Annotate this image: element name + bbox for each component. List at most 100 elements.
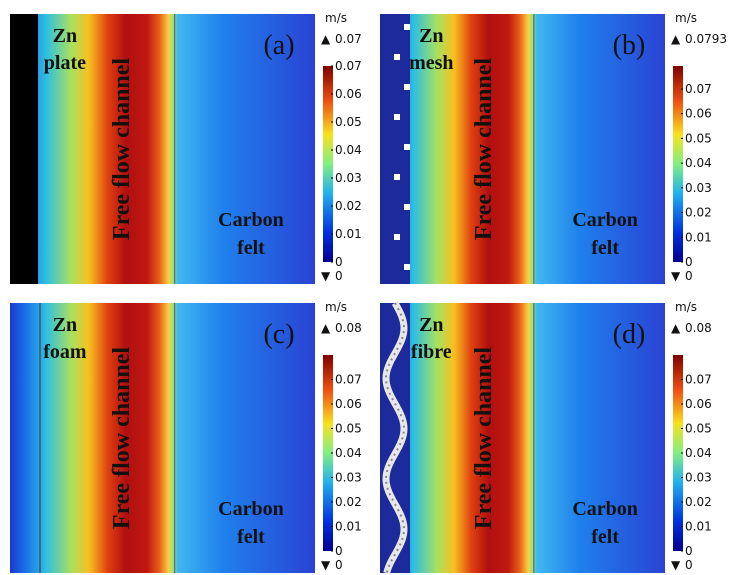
max-marker: ▲ (671, 321, 681, 335)
colorbar-tick-label: 0.01 (685, 520, 712, 534)
colorbar-tick-label: 0.07 (335, 59, 362, 73)
channel-label: Free flow channel (471, 347, 497, 530)
mesh-wire (404, 204, 410, 210)
colorbar-tick-label: 0.06 (685, 107, 712, 121)
colorbar (323, 355, 333, 551)
electrode-label: felt (591, 237, 619, 259)
electrode-label: felt (237, 237, 265, 259)
max-marker: ▲ (321, 32, 331, 46)
colorbar (323, 66, 333, 262)
colorbar-tick-label: 0.06 (685, 397, 712, 411)
unit: m/s (325, 11, 347, 25)
colorbar-tick-label: 0 (335, 255, 343, 269)
min-value: 0 (685, 269, 693, 283)
min-marker: ▼ (321, 558, 331, 572)
colorbar-tick-label: 0.05 (685, 422, 712, 436)
velocity-field (380, 14, 665, 284)
electrode-label: felt (591, 526, 619, 548)
mesh-wire (404, 84, 410, 90)
min-value: 0 (685, 558, 693, 572)
channel-label: Free flow channel (109, 58, 135, 241)
colorbar-tick-label: 0.07 (335, 373, 362, 387)
colorbar-tick-label: 0.05 (335, 115, 362, 129)
panel: Zn plate Free flow channel Carbon felt (a) m/s… (10, 11, 362, 284)
mesh-wire (404, 24, 410, 30)
colorbar-tick-label: 0.04 (335, 143, 362, 157)
velocity-field (10, 14, 315, 284)
panel-label: (b) (613, 30, 646, 61)
mesh-wire (394, 114, 400, 120)
unit: m/s (675, 300, 697, 314)
max-marker: ▲ (671, 32, 681, 46)
material-label: Zn (419, 314, 443, 336)
electrode-label: felt (237, 526, 265, 548)
colorbar-tick-label: 0.07 (685, 82, 712, 96)
panel: Zn foam Free flow channel Carbon felt (c) m/s ▲… (10, 300, 362, 573)
colorbar-tick-label: 0.06 (335, 397, 362, 411)
colorbar-tick-label: 0.02 (335, 199, 362, 213)
material-label: foam (43, 341, 87, 363)
mesh-wire (394, 54, 400, 60)
colorbar-tick-label: 0.04 (685, 446, 712, 460)
colorbar-tick-label: 0.02 (685, 495, 712, 509)
colorbar-tick-label: 0 (685, 255, 693, 269)
mesh-wire (404, 264, 410, 270)
colorbar-tick-label: 0.01 (335, 520, 362, 534)
colorbar-tick-label: 0.03 (335, 171, 362, 185)
fibre-beads (385, 302, 405, 574)
min-marker: ▼ (671, 269, 681, 283)
panel: Zn mesh Free flow channel Carbon felt (b) m/s ▲… (380, 11, 727, 284)
panel-label: (d) (613, 319, 646, 350)
electrode-label: Carbon (218, 498, 284, 520)
material-label: mesh (409, 52, 453, 74)
min-value: 0 (335, 269, 343, 283)
mesh-wire (394, 234, 400, 240)
panel-label: (c) (263, 319, 294, 350)
velocity-field (10, 303, 315, 573)
unit: m/s (675, 11, 697, 25)
colorbar-tick-label: 0.07 (685, 373, 712, 387)
material-label: fibre (411, 341, 452, 363)
max-value: 0.07 (335, 32, 362, 46)
colorbar-tick-label: 0.04 (685, 156, 712, 170)
min-marker: ▼ (671, 558, 681, 572)
colorbar-tick-label: 0.02 (335, 495, 362, 509)
electrode-label: Carbon (572, 498, 638, 520)
colorbar (673, 66, 683, 262)
material-label: Zn (419, 25, 443, 47)
unit: m/s (325, 300, 347, 314)
colorbar-tick-label: 0.05 (685, 131, 712, 145)
mesh-wire (404, 144, 410, 150)
panel: Zn fibre Free flow channel Carbon felt (d) m/s… (380, 300, 712, 574)
material-label: Zn (53, 25, 77, 47)
material-label: plate (44, 52, 86, 74)
colorbar-tick-label: 0.03 (335, 471, 362, 485)
panel-label: (a) (263, 30, 294, 61)
min-value: 0 (335, 558, 343, 572)
channel-label: Free flow channel (471, 58, 497, 241)
velocity-field (380, 303, 665, 573)
colorbar-tick-label: 0.01 (685, 230, 712, 244)
colorbar-tick-label: 0 (335, 544, 343, 558)
material-label: Zn (53, 314, 77, 336)
electrode-label: Carbon (572, 209, 638, 231)
min-marker: ▼ (321, 269, 331, 283)
colorbar-tick-label: 0.04 (335, 446, 362, 460)
colorbar-tick-label: 0.01 (335, 227, 362, 241)
colorbar-tick-label: 0.05 (335, 422, 362, 436)
channel-label: Free flow channel (109, 347, 135, 530)
colorbar-tick-label: 0.03 (685, 181, 712, 195)
max-value: 0.08 (335, 321, 362, 335)
max-value: 0.0793 (685, 32, 727, 46)
colorbar (673, 355, 683, 551)
colorbar-tick-label: 0.02 (685, 206, 712, 220)
electrode-label: Carbon (218, 209, 284, 231)
colorbar-tick-label: 0.06 (335, 87, 362, 101)
colorbar-tick-label: 0 (685, 544, 693, 558)
colorbar-tick-label: 0.03 (685, 471, 712, 485)
zn-plate (10, 14, 38, 284)
max-marker: ▲ (321, 321, 331, 335)
mesh-wire (394, 174, 400, 180)
max-value: 0.08 (685, 321, 712, 335)
